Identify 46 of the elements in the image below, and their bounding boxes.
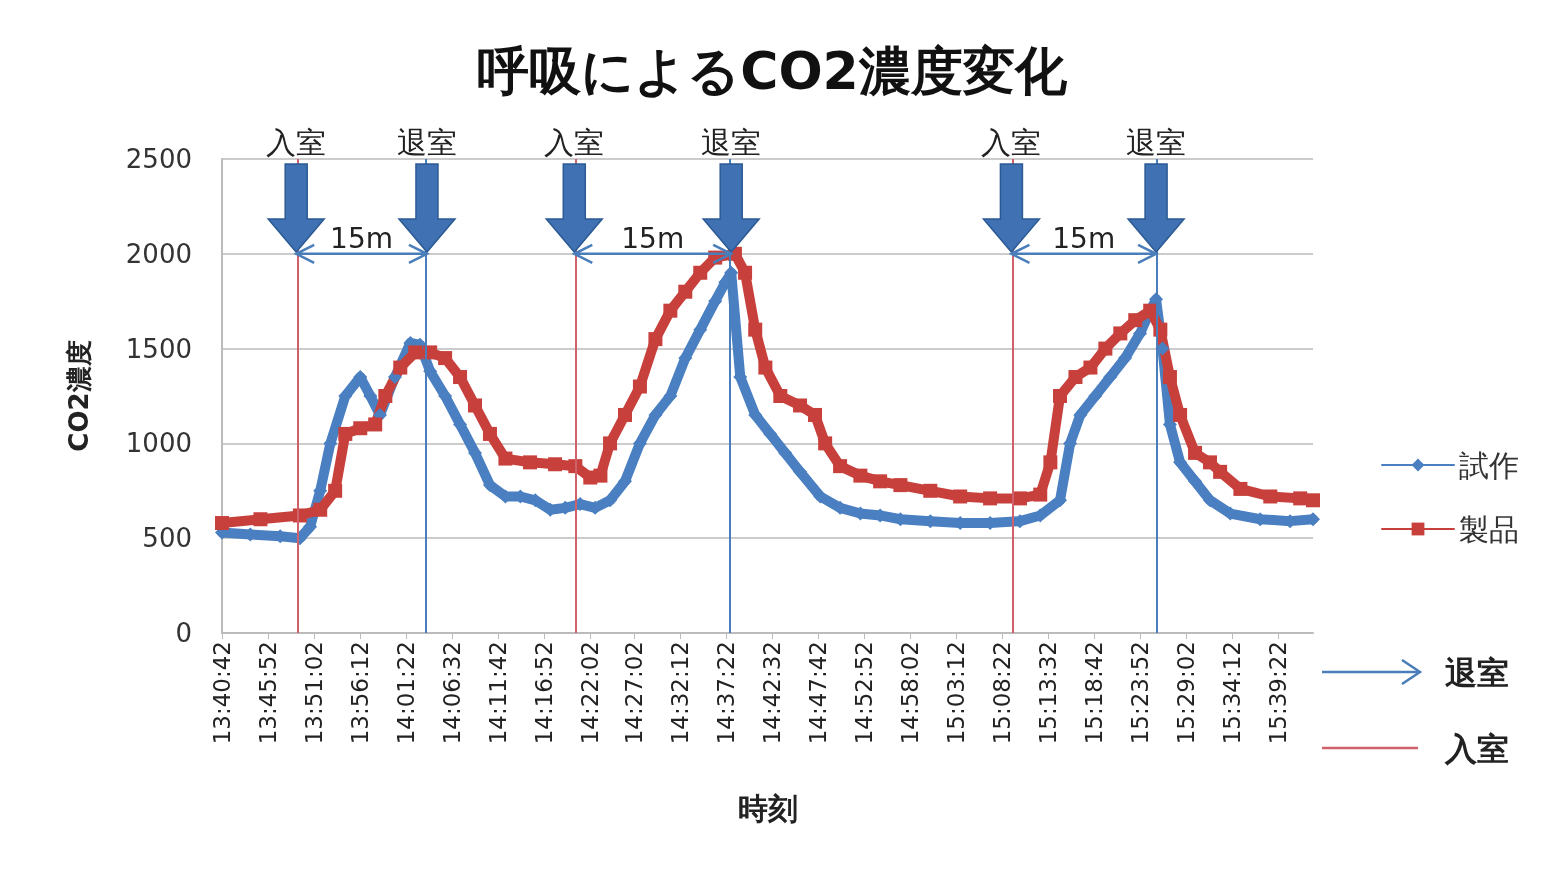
annotation: 15m [1052, 221, 1116, 255]
x-tick-label: 15:08:22 [989, 641, 1016, 745]
ref-line-label: 退室 [1126, 125, 1187, 160]
ref-line-label: 退室 [396, 125, 457, 160]
legend-label: 製品 [1459, 511, 1519, 547]
legend-label: 試作 [1459, 447, 1519, 483]
x-tick-label: 14:52:52 [851, 641, 878, 745]
y-tick-label: 0 [175, 618, 192, 648]
x-tick-label: 14:47:42 [805, 641, 832, 745]
x-tick-label: 15:23:52 [1126, 641, 1153, 745]
x-tick-label: 13:40:42 [209, 641, 236, 745]
ref-line-label: 退室 [701, 125, 762, 160]
x-tick-label: 14:16:52 [530, 641, 557, 745]
x-tick-label: 15:39:22 [1264, 641, 1291, 745]
x-tick-label: 14:11:42 [484, 641, 511, 745]
text: 入室 [1445, 730, 1509, 768]
x-tick-label: 15:13:32 [1035, 641, 1062, 745]
x-tick-label: 14:06:32 [439, 641, 465, 745]
x-tick-label: 14:42:32 [759, 641, 786, 745]
x-tick-label: 14:01:22 [393, 641, 420, 745]
x-tick-label: 15:34:12 [1218, 641, 1245, 745]
x-tick-label: 15:03:12 [943, 641, 970, 745]
x-tick-label: 14:27:02 [621, 641, 648, 745]
x-tick-label: 14:37:22 [713, 641, 740, 745]
x-tick-label: 14:58:02 [897, 641, 924, 745]
x-tick-label: 15:29:02 [1172, 641, 1199, 745]
text: 退室 [1445, 654, 1509, 692]
y-tick-label: 2000 [125, 238, 192, 269]
x-tick-label: 13:45:52 [255, 641, 282, 745]
x-tick-label: 15:18:42 [1081, 641, 1107, 745]
y-axis-title: CO2濃度 [64, 340, 94, 452]
chart-title: 呼吸によるCO2濃度変化 [477, 41, 1068, 101]
y-tick-label: 1000 [125, 428, 192, 459]
annotation: 15m [621, 221, 685, 255]
ref-line-label: 入室 [544, 125, 605, 160]
x-tick-label: 13:51:02 [301, 641, 328, 745]
x-axis-title: 時刻 [737, 790, 798, 826]
y-tick-label: 1500 [125, 333, 192, 364]
annotation: 15m [330, 221, 394, 255]
y-tick-label: 2500 [125, 144, 192, 174]
x-tick-label: 14:32:12 [667, 641, 694, 745]
ref-line-label: 入室 [981, 125, 1042, 160]
y-tick-label: 500 [142, 523, 192, 554]
x-tick-label: 14:22:02 [576, 641, 603, 745]
ref-line-label: 入室 [266, 125, 327, 160]
x-tick-label: 13:56:12 [347, 641, 374, 745]
